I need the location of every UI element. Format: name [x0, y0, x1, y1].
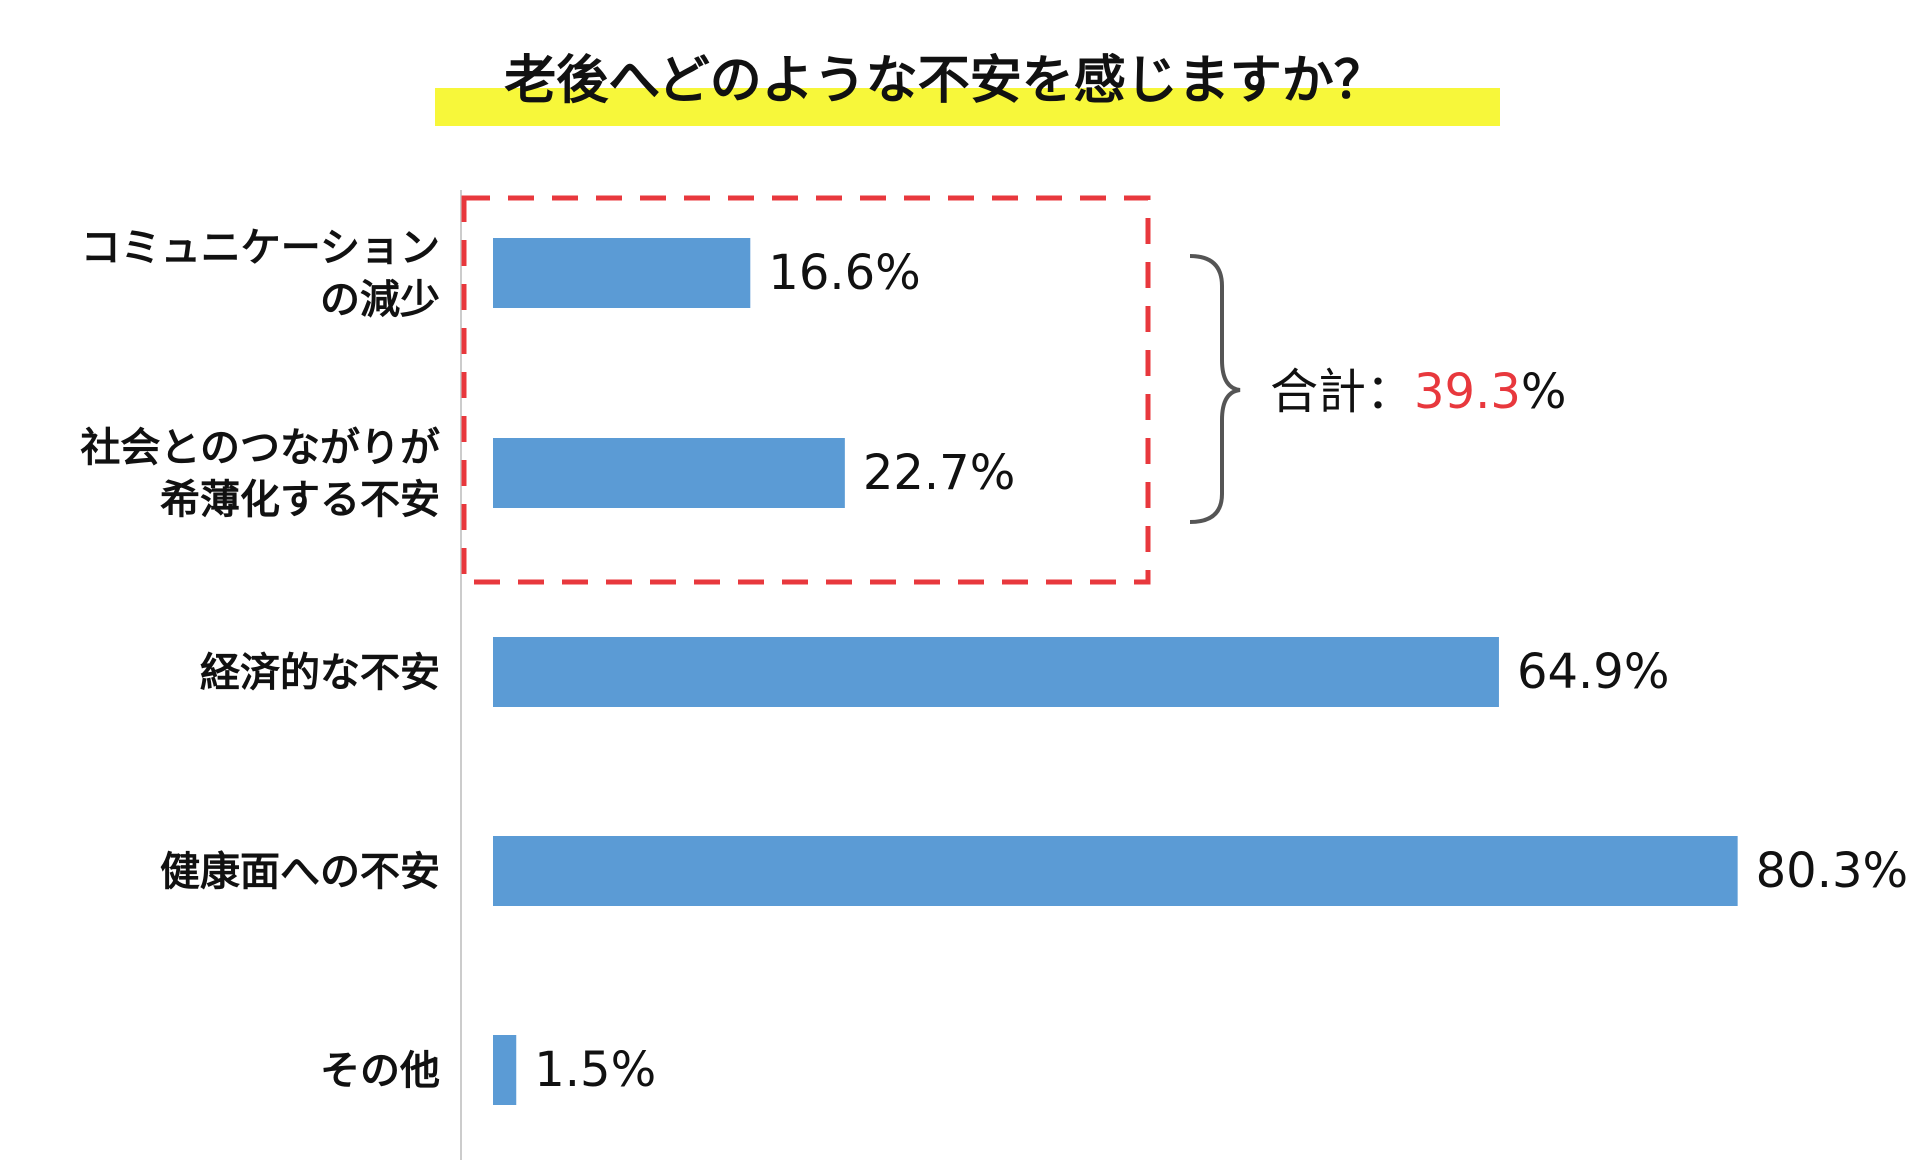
category-label-1-line-0: 社会とのつながりが	[80, 425, 440, 471]
bar-4	[493, 1035, 517, 1105]
bar-0	[493, 238, 751, 308]
highlight-box	[461, 195, 1151, 585]
total-brace	[1189, 254, 1241, 524]
category-label-3-line-0: 健康面への不安	[160, 849, 440, 895]
bar-3	[493, 836, 1738, 906]
value-label-3: 80.3%	[1756, 843, 1908, 899]
bar-1	[493, 438, 845, 508]
category-label-2-line-0: 経済的な不安	[200, 650, 440, 696]
bars	[493, 238, 1738, 1105]
value-labels: 16.6% 22.7% 64.9% 80.3% 1.5%	[534, 245, 1908, 1098]
title-highlight	[435, 88, 1500, 126]
category-label-0-line-0: コミュニケーション	[81, 225, 440, 271]
value-label-4: 1.5%	[534, 1042, 656, 1098]
value-label-1: 22.7%	[863, 445, 1015, 501]
category-label-4-line-0: その他	[320, 1048, 440, 1094]
total-annotation: 合計：39.3%	[1270, 364, 1567, 420]
value-label-2: 64.9%	[1517, 644, 1669, 700]
bar-2	[493, 637, 1499, 707]
total-prefix: 合計：	[1270, 364, 1414, 420]
total-suffix: %	[1521, 364, 1567, 420]
value-label-0: 16.6%	[768, 245, 920, 301]
category-label-0-line-1: の減少	[320, 277, 440, 323]
category-labels: コミュニケーションの減少社会とのつながりが希薄化する不安経済的な不安健康面への不…	[80, 225, 440, 1094]
category-label-1-line-1: 希薄化する不安	[160, 477, 440, 523]
chart-title: 老後へどのような不安を感じますか？	[504, 51, 1385, 111]
total-value: 39.3	[1414, 364, 1521, 420]
